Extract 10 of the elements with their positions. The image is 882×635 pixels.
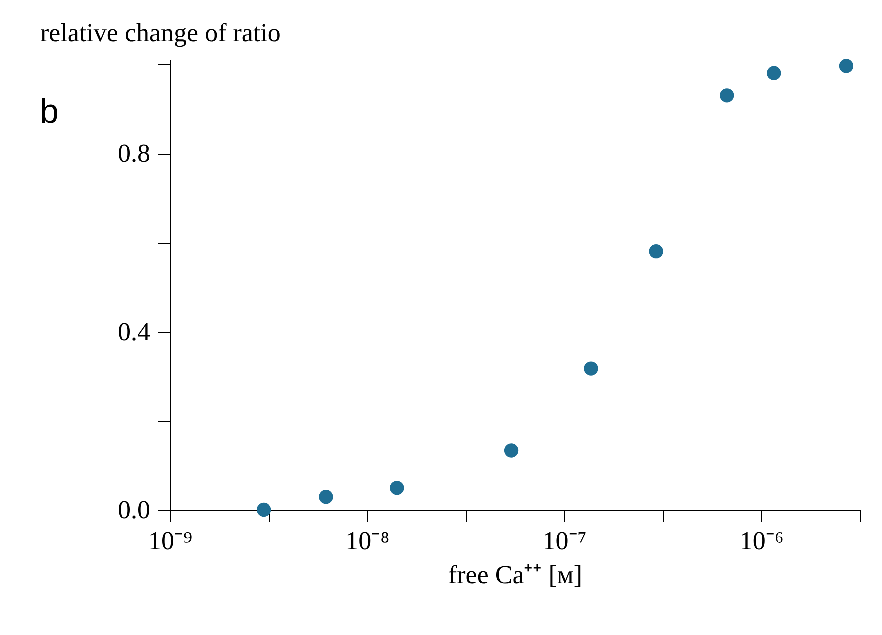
x-tick-label: 10⁻⁷ bbox=[542, 526, 587, 556]
x-tick-label: 10⁻⁶ bbox=[740, 526, 784, 556]
y-axis-title: relative change of ratio bbox=[40, 18, 281, 48]
x-axis-title: free Ca⁺⁺ [м] bbox=[448, 560, 583, 590]
text: b bbox=[40, 93, 59, 131]
x-tick-label: 10⁻⁹ bbox=[148, 526, 193, 556]
y-tick-label: 0.0 bbox=[118, 496, 150, 524]
y-tick-label: 0.4 bbox=[118, 317, 150, 346]
y-tick-label: 0.8 bbox=[118, 139, 150, 168]
x-tick-label: 10⁻⁸ bbox=[346, 526, 390, 556]
